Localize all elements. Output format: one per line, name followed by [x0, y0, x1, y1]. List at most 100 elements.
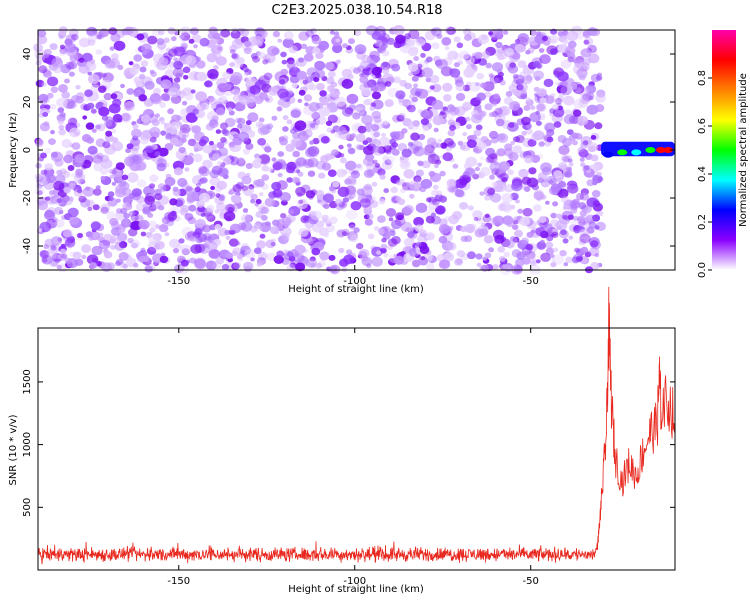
spectrogram-cell [557, 82, 563, 87]
spectrogram-cell [51, 151, 58, 158]
spectrogram-cell [226, 68, 234, 75]
spectrogram-cell [264, 221, 271, 227]
spectrogram-cell [439, 259, 451, 270]
spectrogram-cell [377, 215, 386, 223]
spectrogram-cell [329, 88, 341, 98]
spectrogram-cell [101, 158, 113, 169]
spectrogram-cell [245, 120, 252, 126]
spectrogram-cell [195, 91, 208, 102]
spectrogram-cell [106, 211, 117, 221]
spectrogram-cell [433, 163, 439, 169]
spectrogram-cell [440, 106, 449, 113]
spectrogram-cell [72, 251, 82, 260]
spectrogram-cell [415, 38, 426, 47]
spectrogram-cell [477, 34, 490, 45]
spectrogram-cell [432, 115, 444, 126]
spectrogram-cell [530, 105, 536, 110]
spectrogram-cell [420, 110, 429, 118]
spectrogram-cell [231, 262, 240, 270]
spectrogram-cell [151, 29, 161, 37]
spectrogram-cell [172, 186, 179, 192]
spectrogram-cell [56, 97, 68, 108]
spectrogram-cell [373, 43, 380, 49]
spectrogram-cell [350, 133, 356, 138]
spectrogram-cell [319, 90, 327, 97]
spectrogram-cell [304, 220, 314, 229]
spectrogram-cell [379, 174, 386, 180]
spectrogram-cell [136, 195, 145, 204]
spectrogram-cell [482, 256, 488, 261]
spectrogram-cell [395, 90, 406, 100]
spectrogram-cell [98, 236, 106, 243]
spectrogram-cell [160, 79, 172, 90]
spectrogram-cell [415, 169, 424, 177]
spectrogram-cell [58, 50, 66, 57]
spectrogram-cell [87, 34, 98, 43]
spectrogram-cell [521, 130, 527, 136]
spectrogram-cell [114, 142, 122, 149]
spectrogram-cell [364, 80, 373, 88]
spectrogram-cell [37, 29, 47, 38]
spectrogram-cell [244, 41, 251, 47]
spectrogram-cell [539, 54, 551, 65]
spectrogram-cell [568, 162, 574, 167]
spectrogram-cell [217, 46, 222, 51]
spectrogram-cell [519, 216, 531, 226]
spectrogram-cell [364, 183, 372, 191]
spectrogram-cell [190, 244, 202, 254]
spectrogram-cell [417, 234, 428, 244]
spectrogram-cell [49, 190, 55, 196]
spectrogram-cell [208, 119, 219, 128]
spectrogram-cell [111, 137, 119, 143]
spectrogram-cell [408, 29, 420, 40]
spectrogram-cell [56, 264, 62, 270]
spectrogram-cell [431, 27, 442, 37]
spectrogram-cell [68, 196, 74, 202]
spectrogram-cell [255, 198, 262, 205]
spectrogram-cell [587, 142, 599, 152]
spectrogram-cell [580, 246, 589, 254]
spectrogram-cell [492, 215, 505, 226]
spectrogram-cell [237, 171, 246, 179]
spectrogram-cell [54, 174, 66, 184]
spectrogram-cell [525, 244, 533, 251]
spectrogram-cell [307, 260, 318, 269]
spectrogram-cell [357, 144, 363, 150]
spectrogram-cell [443, 94, 452, 102]
spectrogram-cell [37, 35, 48, 45]
spectrogram-cell [198, 139, 207, 147]
spectrogram-cell [91, 128, 97, 133]
spectrogram-cell [165, 122, 172, 128]
spectrogram-cell [464, 223, 476, 233]
spectrogram-cell [84, 61, 97, 72]
spectrogram-cell [583, 165, 590, 171]
spectrogram-cell [342, 43, 348, 49]
spectrogram-cell [496, 53, 505, 61]
spectrogram-cell [116, 198, 121, 203]
spectrogram-cell [445, 145, 453, 152]
spectrogram-cell [521, 176, 532, 185]
spectrogram-cell [67, 207, 79, 218]
spectrogram-cell [508, 122, 515, 128]
spectrogram-cell [576, 252, 582, 257]
spectrogram-cell [576, 192, 585, 201]
spectrogram-cell [200, 102, 209, 110]
spectrogram-cell [229, 62, 235, 67]
spectrogram-cell [154, 113, 161, 118]
spectrogram-cell [512, 224, 519, 230]
spectrogram-cell [258, 117, 265, 123]
spectrogram-cell [373, 131, 380, 138]
spectrogram-cell [477, 162, 482, 167]
spectrogram-cell [65, 240, 72, 246]
spectrogram-cell [71, 33, 79, 41]
spectrogram-cell [379, 41, 389, 50]
spectrogram-cell [58, 128, 66, 136]
spectrogram-cell [321, 217, 328, 223]
spectrogram-cell [74, 154, 86, 164]
spectrogram-cell [454, 106, 466, 117]
spectrogram-cell [38, 93, 49, 103]
spectrogram-cell [108, 196, 114, 202]
spectrogram-cell [522, 257, 531, 265]
spectrogram-cell [202, 159, 213, 169]
spectrogram-cell [480, 167, 491, 177]
